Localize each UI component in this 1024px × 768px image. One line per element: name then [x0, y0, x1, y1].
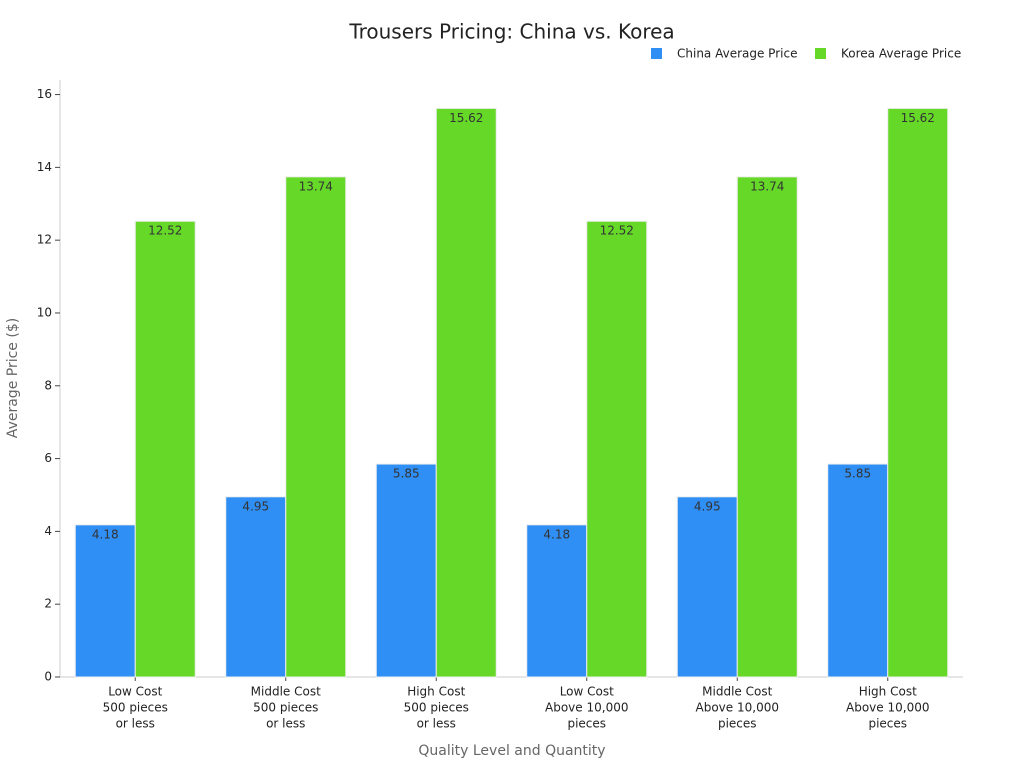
- value-label: 12.52: [148, 224, 182, 238]
- y-tick-label: 12: [37, 233, 52, 247]
- y-tick-label: 0: [44, 670, 52, 684]
- x-tick-label: Above 10,000: [846, 701, 929, 715]
- bar: [435, 107, 497, 678]
- bar: [375, 463, 437, 678]
- bar: [134, 220, 196, 678]
- value-label: 4.18: [543, 527, 570, 541]
- x-tick-label: Above 10,000: [545, 701, 628, 715]
- x-tick-label: Middle Cost: [251, 685, 321, 699]
- x-tick-label: pieces: [868, 717, 907, 731]
- y-tick-label: 10: [37, 305, 52, 319]
- x-tick-label: or less: [417, 717, 456, 731]
- bar: [225, 496, 287, 678]
- x-tick-label: Above 10,000: [696, 701, 779, 715]
- chart-title: Trousers Pricing: China vs. Korea: [348, 20, 674, 44]
- value-label: 12.52: [600, 224, 634, 238]
- value-label: 5.85: [393, 467, 420, 481]
- value-label: 4.18: [92, 527, 119, 541]
- bar: [526, 524, 588, 678]
- y-tick-label: 2: [44, 597, 52, 611]
- x-axis-label: Quality Level and Quantity: [418, 743, 605, 759]
- bar: [586, 220, 648, 678]
- x-tick-label: Low Cost: [560, 685, 614, 699]
- x-tick-label: pieces: [567, 717, 606, 731]
- x-tick-label: pieces: [718, 717, 757, 731]
- y-tick-label: 4: [44, 524, 52, 538]
- bar: [827, 463, 889, 678]
- y-tick-label: 8: [44, 378, 52, 392]
- x-tick-label: Low Cost: [108, 685, 162, 699]
- bar: [887, 107, 949, 678]
- legend-swatch: [815, 48, 826, 59]
- x-tick-label: High Cost: [859, 685, 917, 699]
- y-tick-label: 6: [44, 451, 52, 465]
- bar: [676, 496, 738, 678]
- x-tick-label: Middle Cost: [702, 685, 772, 699]
- x-tick-label: High Cost: [407, 685, 465, 699]
- bar: [736, 176, 798, 678]
- value-label: 13.74: [750, 179, 784, 193]
- legend-swatch: [651, 48, 662, 59]
- legend-label: Korea Average Price: [841, 47, 961, 61]
- value-label: 15.62: [449, 111, 483, 125]
- y-tick-label: 14: [37, 160, 52, 174]
- value-label: 5.85: [844, 467, 871, 481]
- x-tick-label: 500 pieces: [103, 701, 168, 715]
- value-label: 4.95: [242, 499, 269, 513]
- bar: [285, 176, 347, 678]
- x-tick-label: 500 pieces: [404, 701, 469, 715]
- value-label: 13.74: [299, 179, 333, 193]
- y-tick-label: 16: [37, 87, 52, 101]
- legend-label: China Average Price: [677, 47, 797, 61]
- bar: [74, 524, 136, 678]
- x-tick-label: or less: [266, 717, 305, 731]
- y-axis-label: Average Price ($): [5, 318, 21, 438]
- value-label: 4.95: [694, 499, 721, 513]
- value-label: 15.62: [901, 111, 935, 125]
- x-tick-label: or less: [116, 717, 155, 731]
- x-tick-label: 500 pieces: [253, 701, 318, 715]
